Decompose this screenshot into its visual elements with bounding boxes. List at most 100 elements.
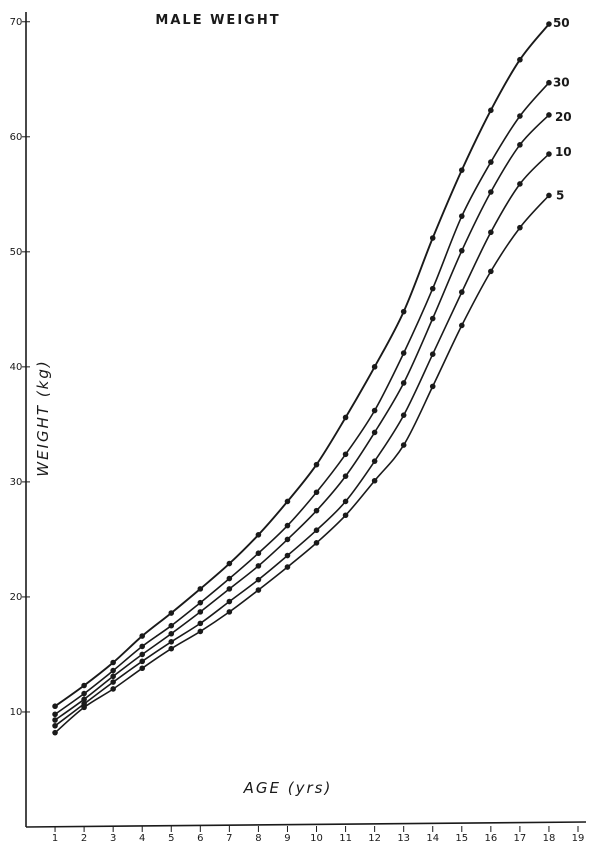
series-line-30 (54, 82, 550, 715)
data-point (488, 268, 494, 275)
data-point (313, 540, 320, 546)
data-point (284, 552, 291, 559)
axes (25, 12, 587, 828)
data-point (371, 407, 378, 414)
data-point (255, 563, 262, 569)
data-point (255, 532, 262, 538)
data-point (488, 189, 494, 195)
x-tick-label: 4 (139, 833, 145, 844)
y-tick-label: 70 (10, 17, 23, 28)
y-tick-label: 40 (10, 362, 23, 373)
y-tick-label: 60 (10, 132, 23, 143)
x-tick-label: 10 (310, 833, 323, 844)
data-point (255, 576, 262, 583)
y-tick-label: 50 (10, 247, 23, 258)
x-tick-label: 8 (255, 833, 261, 844)
series-lines (54, 23, 550, 734)
data-point (226, 598, 233, 605)
data-point (488, 107, 494, 114)
x-tick-label: 11 (339, 833, 352, 844)
y-axis-label: WEIGHT (kg) (34, 359, 52, 476)
data-point (81, 690, 87, 697)
data-point (197, 628, 204, 635)
x-tick-label: 1 (52, 833, 58, 844)
data-point (284, 564, 291, 570)
x-tick-label: 2 (81, 833, 87, 844)
data-point (313, 489, 320, 496)
data-point (313, 507, 320, 514)
data-point (371, 477, 378, 484)
data-point (342, 498, 349, 505)
data-point (429, 351, 436, 358)
data-point (168, 622, 175, 629)
x-tick-label: 5 (168, 833, 174, 844)
data-point (284, 498, 291, 505)
data-point (226, 560, 233, 567)
data-point (458, 213, 465, 219)
data-point (226, 586, 233, 592)
data-point (400, 442, 407, 448)
data-point (429, 315, 436, 322)
data-point (139, 665, 146, 672)
data-point (110, 659, 116, 666)
x-tick-label: 16 (484, 833, 497, 844)
data-point (400, 350, 407, 356)
data-point (342, 473, 349, 479)
data-point (139, 643, 146, 650)
data-point (81, 682, 87, 689)
data-point (429, 235, 436, 241)
y-tick-label: 10 (10, 707, 23, 718)
data-point (371, 429, 378, 436)
data-point (52, 703, 58, 710)
data-point (458, 289, 465, 295)
data-point (546, 192, 552, 199)
x-tick-label: 13 (397, 833, 410, 844)
data-point (429, 285, 436, 292)
series-label-5: 5 (556, 188, 564, 202)
data-point (400, 412, 407, 418)
data-point (313, 461, 320, 468)
chart-title: MALE WEIGHT (155, 13, 280, 28)
y-axis-ticks: 10 20 30 40 50 60 70 (10, 17, 30, 718)
data-point (517, 56, 523, 63)
data-point (429, 383, 436, 390)
data-point (342, 414, 349, 421)
data-point (546, 79, 552, 86)
data-point (284, 536, 291, 543)
data-point (168, 610, 175, 616)
x-tick-label: 15 (455, 833, 468, 844)
data-point (458, 322, 465, 329)
x-tick-label: 9 (284, 833, 290, 844)
series-line-50 (54, 23, 550, 707)
series-label-10: 10 (555, 145, 572, 159)
data-point (400, 380, 407, 386)
data-point (517, 224, 523, 231)
data-point (139, 633, 146, 639)
data-point (342, 512, 349, 519)
data-point (110, 673, 116, 680)
x-tick-label: 18 (543, 833, 556, 844)
x-tick-label: 7 (226, 833, 232, 844)
series-line-20 (54, 114, 550, 721)
series-label-30: 30 (553, 76, 570, 90)
x-tick-label: 6 (197, 833, 203, 844)
y-tick-label: 30 (10, 477, 23, 488)
data-point (458, 167, 465, 173)
series-label-50: 50 (553, 16, 570, 30)
data-point (197, 620, 204, 627)
x-axis-label: AGE (yrs) (243, 779, 333, 797)
data-point (168, 645, 175, 652)
data-point (546, 151, 552, 157)
data-point (488, 229, 494, 236)
x-tick-label: 12 (368, 833, 381, 844)
data-point (110, 679, 116, 685)
data-point (546, 21, 552, 27)
data-point (52, 717, 58, 723)
series-label-20: 20 (555, 110, 572, 124)
data-point (313, 527, 320, 534)
x-axis-line (25, 821, 587, 828)
data-point (168, 630, 175, 637)
data-point (110, 686, 116, 692)
data-point (197, 586, 204, 592)
data-point (488, 159, 494, 165)
